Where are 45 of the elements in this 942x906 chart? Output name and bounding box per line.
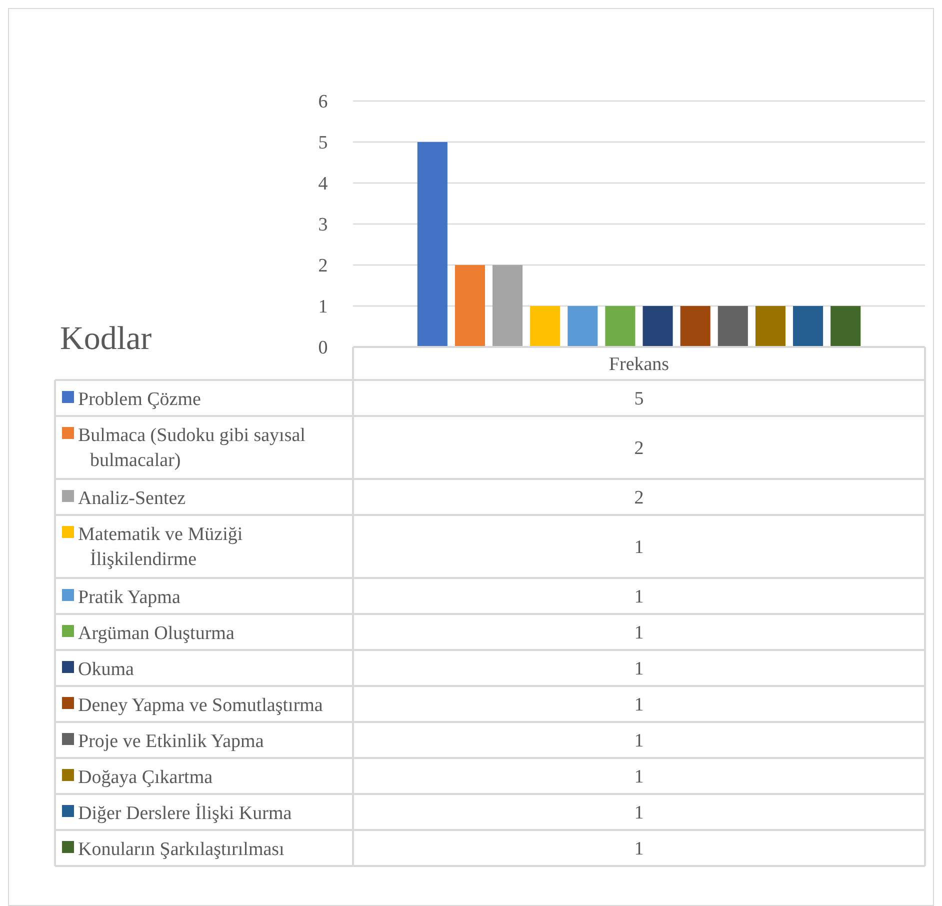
legend-label: Deney Yapma ve Somutlaştırma — [78, 695, 324, 716]
legend-label: Doğaya Çıkartma — [78, 767, 214, 788]
legend-label: Problem Çözme — [78, 389, 201, 410]
text: Kodlar — [60, 321, 152, 357]
text: 1 — [634, 802, 644, 824]
text: 5 — [634, 388, 644, 410]
legend-label: Matematik ve Müziği İlişkilendirme — [78, 524, 243, 570]
text: 1 — [634, 537, 644, 558]
text: 1 — [634, 766, 644, 788]
y-tick-label: 2 — [318, 256, 328, 277]
bar — [492, 265, 523, 347]
bar — [642, 306, 673, 347]
text: 1 — [634, 586, 644, 608]
y-tick-label: 1 — [318, 296, 328, 318]
bar — [793, 306, 824, 347]
legend-label: Diğer Derslere İlişki Kurma — [78, 803, 292, 824]
legend-label: Pratik Yapma — [78, 587, 181, 608]
text: 2 — [634, 438, 644, 460]
bar — [530, 306, 560, 347]
bar — [755, 306, 786, 347]
y-tick-label: 4 — [318, 174, 328, 195]
legend-label: Bulmaca (Sudoku gibi sayısal bulmacalar) — [78, 425, 306, 471]
text: 1 — [634, 730, 644, 752]
legend-label: Konuların Şarkılaştırılması — [78, 839, 284, 860]
bar — [568, 306, 598, 347]
text: 1 — [634, 622, 644, 644]
bar — [680, 306, 710, 347]
y-tick-label: 5 — [318, 132, 328, 154]
y-tick-label: 3 — [318, 214, 328, 236]
bar — [718, 306, 748, 347]
legend-label: Analiz-Sentez — [78, 488, 186, 509]
x-tick-label: Frekans — [608, 354, 670, 376]
y-tick-label: 6 — [318, 92, 328, 113]
text: 1 — [634, 838, 644, 860]
legend-label: Okuma — [78, 659, 134, 680]
text: 2 — [634, 488, 644, 509]
text: 1 — [634, 658, 644, 680]
bar — [417, 142, 448, 347]
y-tick-label: 0 — [318, 338, 328, 359]
bar — [605, 306, 636, 347]
text: 1 — [634, 694, 644, 716]
legend-label: Argüman Oluşturma — [78, 623, 235, 644]
bar — [454, 265, 485, 347]
bar — [830, 306, 861, 347]
legend-label: Proje ve Etkinlik Yapma — [78, 731, 264, 752]
